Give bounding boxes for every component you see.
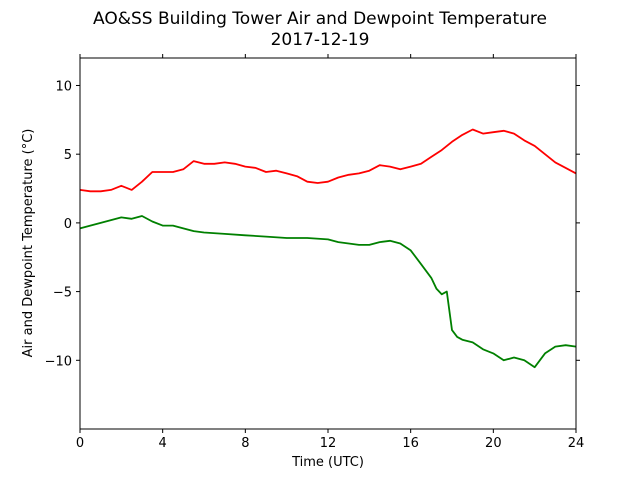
plot-area — [80, 58, 576, 429]
x-tick-label: 16 — [402, 436, 419, 451]
y-tick-label: −5 — [53, 286, 72, 301]
chart-title: AO&SS Building Tower Air and Dewpoint Te… — [93, 9, 547, 29]
series-line-0 — [79, 128, 577, 193]
x-tick-label: 12 — [320, 436, 337, 451]
x-tick-label: 4 — [159, 436, 167, 451]
chart-subtitle: 2017-12-19 — [271, 30, 370, 50]
x-tick-label: 20 — [485, 436, 502, 451]
series-layer — [79, 128, 577, 369]
x-tick-label: 24 — [568, 436, 585, 451]
y-tick-label: 5 — [64, 148, 72, 163]
y-tick-label: −10 — [45, 354, 72, 369]
x-tick-label: 8 — [241, 436, 249, 451]
x-axis-label: Time (UTC) — [291, 455, 364, 470]
tick-layer: 0 4 8 12 16 20 24 −10 −5 0 5 10 — [45, 54, 585, 451]
y-axis-label: Air and Dewpoint Temperature (°C) — [21, 129, 36, 358]
y-tick-label: 10 — [55, 79, 72, 94]
plot-frame — [79, 57, 577, 430]
series-line-1 — [79, 215, 577, 369]
x-tick-label: 0 — [76, 436, 84, 451]
y-tick-label: 0 — [64, 217, 72, 232]
